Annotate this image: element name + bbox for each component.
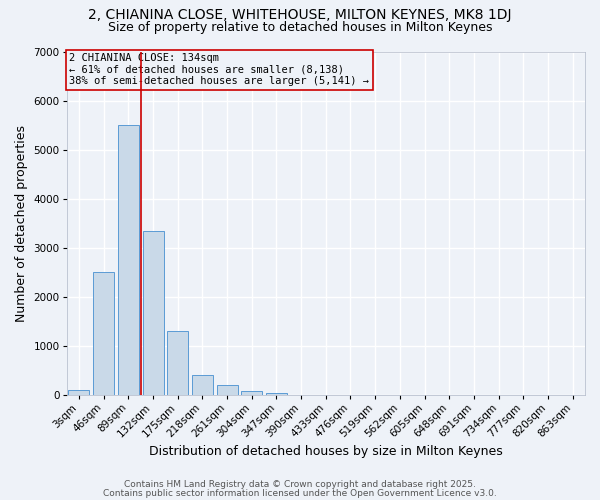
X-axis label: Distribution of detached houses by size in Milton Keynes: Distribution of detached houses by size … [149, 444, 503, 458]
Bar [93, 272, 114, 395]
Text: Size of property relative to detached houses in Milton Keynes: Size of property relative to detached ho… [108, 21, 492, 34]
Bar [118, 125, 139, 395]
Bar [68, 390, 89, 395]
Bar [266, 392, 287, 395]
Bar [192, 374, 213, 395]
Bar [143, 230, 164, 395]
Text: 2, CHIANINA CLOSE, WHITEHOUSE, MILTON KEYNES, MK8 1DJ: 2, CHIANINA CLOSE, WHITEHOUSE, MILTON KE… [88, 8, 512, 22]
Text: Contains HM Land Registry data © Crown copyright and database right 2025.: Contains HM Land Registry data © Crown c… [124, 480, 476, 489]
Bar [241, 391, 262, 395]
Bar [167, 332, 188, 395]
Y-axis label: Number of detached properties: Number of detached properties [15, 125, 28, 322]
Text: 2 CHIANINA CLOSE: 134sqm
← 61% of detached houses are smaller (8,138)
38% of sem: 2 CHIANINA CLOSE: 134sqm ← 61% of detach… [69, 53, 369, 86]
Text: Contains public sector information licensed under the Open Government Licence v3: Contains public sector information licen… [103, 489, 497, 498]
Bar [217, 386, 238, 395]
